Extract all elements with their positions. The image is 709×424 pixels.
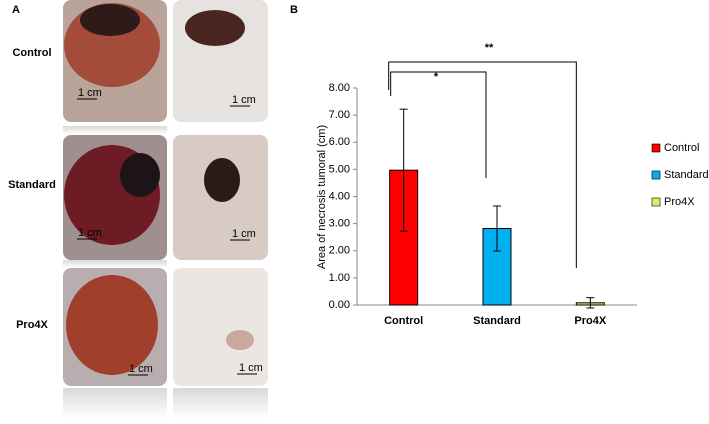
row-label: Standard: [8, 179, 56, 191]
scale-label: 1 cm: [129, 363, 153, 375]
necrosis: [80, 4, 140, 36]
panel-label: A: [12, 4, 20, 16]
legend-swatch: [651, 197, 661, 207]
significance-bracket: [388, 61, 577, 268]
y-tick-label: 6.00: [329, 136, 350, 148]
necrosis: [120, 153, 160, 197]
reflection: [63, 388, 167, 418]
y-tick-label: 8.00: [329, 82, 350, 94]
necrosis: [204, 158, 240, 202]
row-label: Control: [12, 47, 51, 59]
bar: [389, 169, 419, 306]
spot: [226, 330, 254, 350]
annotation: **: [485, 42, 494, 54]
panel-a: A Control Standard Pro4X 1 cm 1 cm 1 cm: [8, 0, 268, 418]
necrosis: [185, 10, 245, 46]
y-tick-label: 0.00: [329, 299, 350, 311]
x-tick-label: Control: [384, 315, 423, 327]
scale-label: 1 cm: [239, 362, 263, 374]
legend-swatch: [651, 170, 661, 180]
row-label: Pro4X: [16, 319, 48, 331]
significance-bracket: [390, 71, 487, 178]
legend-label: Pro4X: [664, 196, 695, 208]
scale-bars: [77, 98, 257, 376]
y-tick-label: 1.00: [329, 272, 350, 284]
y-tick-label: 4.00: [329, 190, 350, 202]
y-tick-label: 7.00: [329, 109, 350, 121]
reflection: [63, 126, 167, 134]
y-axis-label: Area of necrosis tumoral (cm): [316, 125, 328, 269]
reflection: [173, 388, 268, 418]
scale-label: 1 cm: [232, 94, 256, 106]
scale-label: 1 cm: [232, 228, 256, 240]
y-tick-label: 5.00: [329, 163, 350, 175]
legend-swatch: [651, 143, 661, 153]
panel-b: B Area of necrosis tumoral (cm) 0.00 1.00…: [290, 4, 709, 327]
x-tick-label: Pro4X: [574, 315, 606, 327]
annotation: *: [434, 71, 439, 83]
scale-label: 1 cm: [78, 227, 102, 239]
scale-labels: 1 cm 1 cm 1 cm 1 cm 1 cm 1 cm: [78, 87, 263, 375]
legend-label: Standard: [664, 169, 709, 181]
panel-label: B: [290, 4, 298, 16]
reflection: [63, 260, 167, 268]
y-tick-label: 3.00: [329, 218, 350, 230]
legend-label: Control: [664, 142, 699, 154]
tumor: [66, 275, 158, 375]
photo: [173, 268, 268, 386]
x-tick-label: Standard: [473, 315, 521, 327]
y-tick-label: 2.00: [329, 245, 350, 257]
scale-label: 1 cm: [78, 87, 102, 99]
